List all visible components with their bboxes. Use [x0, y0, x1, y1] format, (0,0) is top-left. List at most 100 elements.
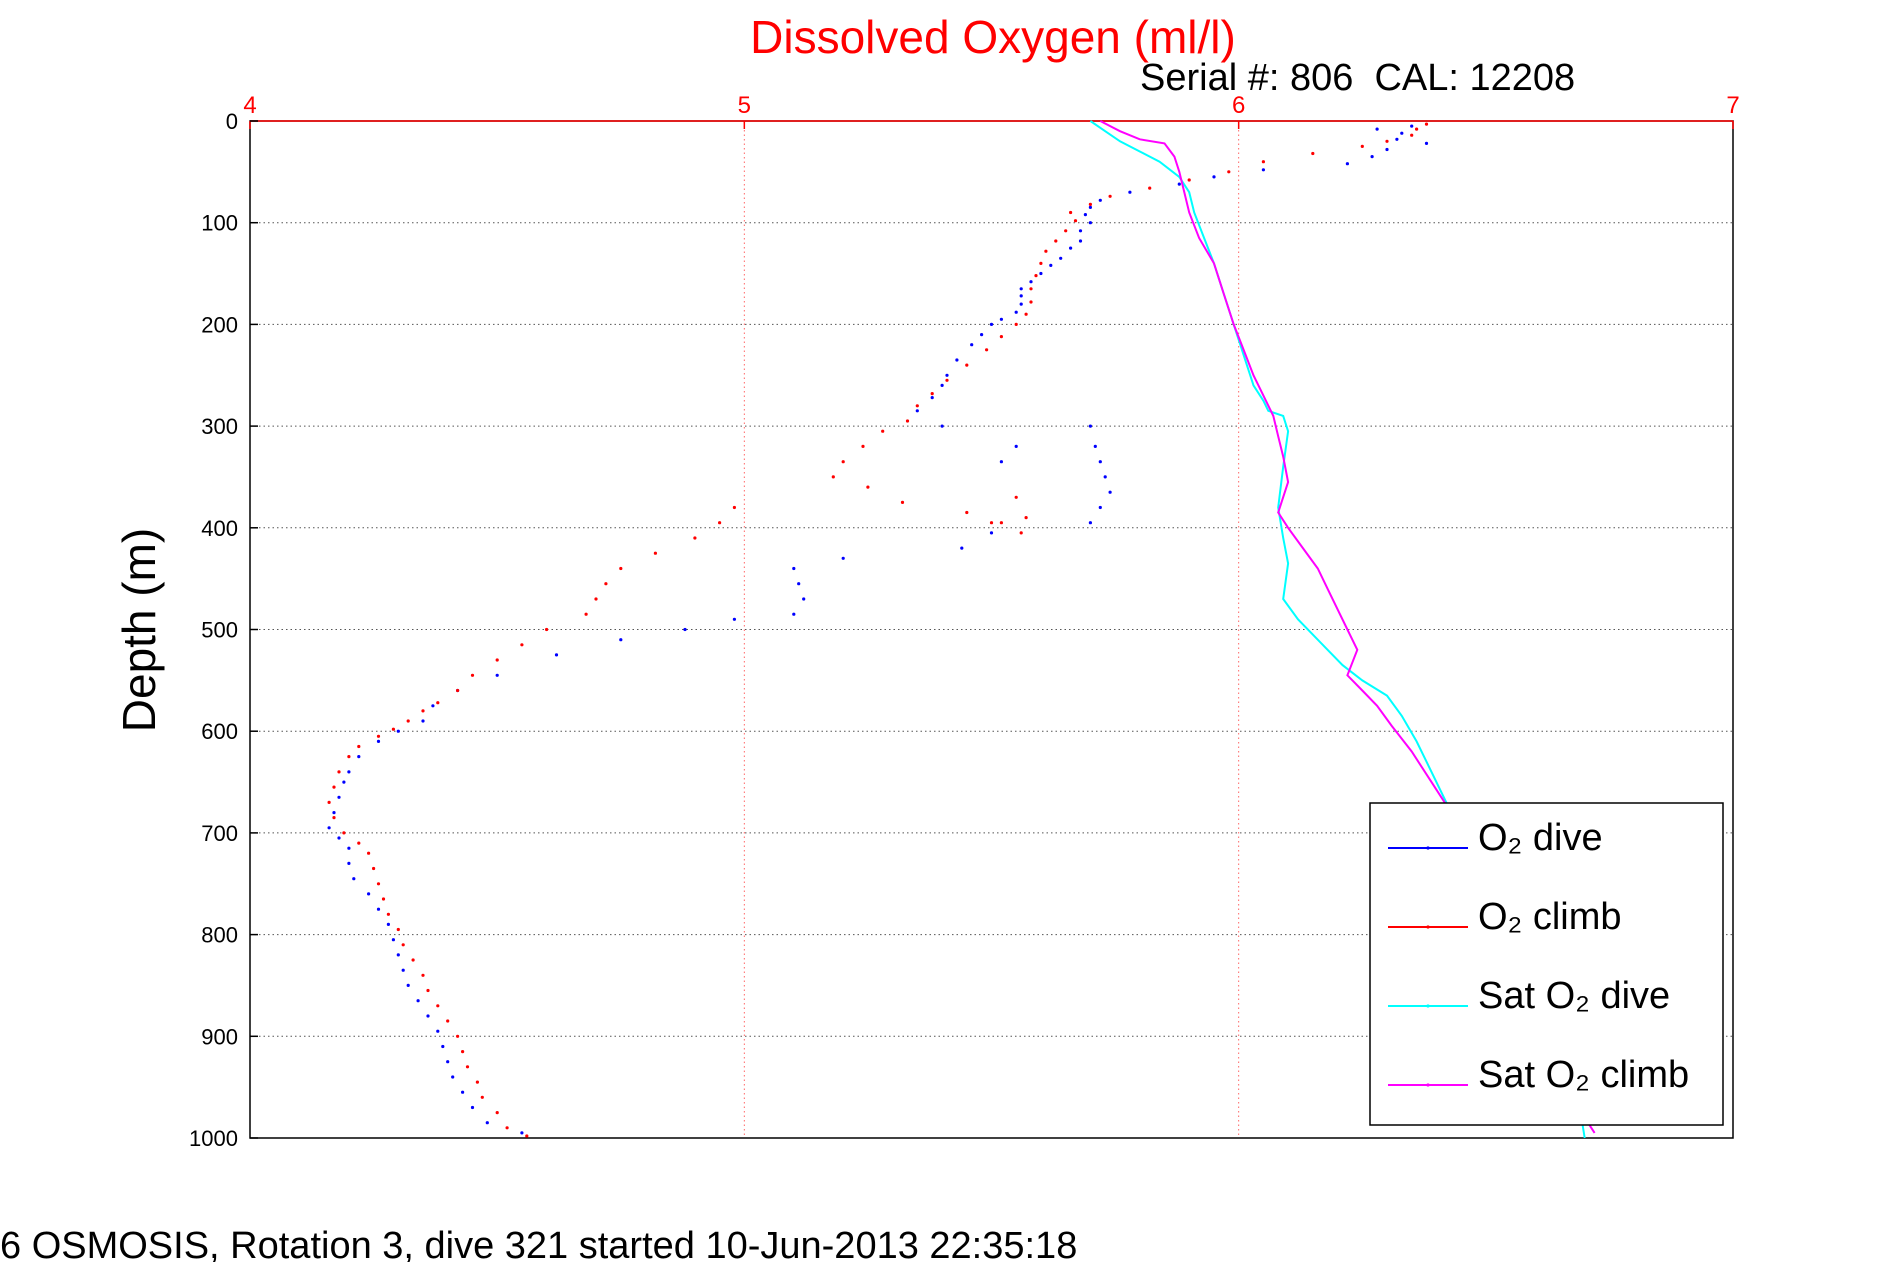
point-o2_climb-33 — [831, 475, 835, 479]
point-o2_climb-67 — [357, 841, 361, 845]
point-o2_dive-34 — [930, 396, 934, 400]
legend-label-sat_dive: Sat O₂ dive — [1478, 975, 1670, 1017]
point-o2_climb-82 — [465, 1065, 470, 1069]
point-o2_climb-54 — [456, 688, 460, 693]
point-o2_dive-13 — [1088, 205, 1092, 209]
point-o2_climb-72 — [386, 912, 390, 916]
point-o2_climb-50 — [545, 627, 549, 632]
point-o2_dive-23 — [1019, 287, 1023, 291]
x-axis-ticks: 4 5 6 7 — [243, 92, 1740, 129]
point-o2_climb-84 — [480, 1095, 484, 1099]
point-o2_climb-37 — [999, 521, 1004, 525]
point-o2_climb-66 — [342, 831, 346, 835]
point-o2_dive-54 — [683, 627, 687, 632]
point-o2_dive-89 — [520, 1131, 524, 1135]
point-o2_dive-31 — [955, 358, 959, 362]
point-o2_climb-35 — [900, 500, 905, 504]
point-o2_climb-64 — [327, 800, 331, 805]
point-o2_dive-17 — [1078, 239, 1083, 243]
point-o2_dive-69 — [337, 836, 341, 840]
legend-marker-sat_dive — [1426, 1004, 1430, 1008]
y-tick-label-6: 600 — [201, 719, 238, 744]
point-o2_dive-46 — [989, 531, 994, 535]
point-o2_dive-26 — [1014, 310, 1018, 314]
point-o2_climb-31 — [861, 444, 865, 448]
point-o2_dive-43 — [1108, 490, 1112, 494]
point-o2_dive-33 — [940, 383, 944, 387]
series-o2_climb — [327, 122, 1429, 1138]
y-tick-label-2: 200 — [201, 312, 238, 337]
point-o2_dive-67 — [332, 811, 336, 815]
point-o2_climb-63 — [332, 785, 336, 789]
point-o2_climb-5 — [1311, 151, 1315, 156]
legend-label-o2_dive: O₂ dive — [1478, 817, 1603, 859]
point-o2_dive-57 — [495, 673, 499, 677]
point-o2_dive-70 — [347, 846, 351, 850]
point-o2_dive-73 — [367, 892, 371, 896]
point-o2_climb-73 — [396, 927, 400, 932]
point-o2_climb-27 — [930, 392, 934, 396]
point-o2_dive-49 — [792, 566, 796, 571]
point-o2_dive-27 — [999, 317, 1004, 321]
point-o2_climb-47 — [604, 582, 608, 586]
legend-marker-o2_climb — [1426, 925, 1430, 929]
point-o2_dive-19 — [1059, 256, 1063, 260]
point-o2_climb-71 — [381, 897, 386, 901]
point-o2_dive-86 — [461, 1090, 465, 1094]
point-o2_dive-60 — [421, 719, 425, 723]
chart-subtitle: Serial #: 806 CAL: 12208 — [1140, 57, 1575, 99]
point-o2_climb-6 — [1261, 160, 1265, 164]
point-o2_dive-75 — [386, 922, 390, 927]
y-axis-label: Depth (m) — [113, 528, 165, 732]
x-tick-label-0: 4 — [243, 92, 256, 119]
point-o2_dive-85 — [451, 1075, 455, 1079]
point-o2_climb-16 — [1044, 249, 1048, 253]
point-o2_climb-41 — [989, 521, 994, 525]
point-o2_climb-62 — [337, 770, 341, 774]
point-o2_dive-52 — [792, 612, 796, 616]
point-o2_dive-82 — [436, 1029, 440, 1033]
point-o2_dive-65 — [342, 780, 346, 784]
series-o2_dive — [327, 124, 1429, 1135]
point-o2_dive-84 — [446, 1060, 450, 1064]
point-o2_dive-7 — [1345, 162, 1349, 166]
point-o2_climb-9 — [1148, 186, 1152, 190]
point-o2_climb-70 — [376, 882, 381, 886]
point-o2_climb-39 — [1024, 516, 1028, 520]
point-o2_dive-88 — [485, 1121, 489, 1125]
point-o2_dive-68 — [327, 826, 331, 830]
y-tick-label-10: 1000 — [189, 1126, 238, 1151]
point-o2_dive-83 — [441, 1044, 445, 1049]
point-o2_climb-60 — [357, 744, 361, 749]
point-o2_climb-58 — [391, 727, 395, 731]
point-o2_dive-35 — [915, 409, 919, 413]
point-o2_climb-45 — [653, 551, 658, 555]
point-o2_climb-78 — [436, 1004, 440, 1008]
point-o2_dive-87 — [470, 1105, 475, 1110]
point-o2_climb-36 — [965, 510, 969, 515]
point-o2_dive-77 — [396, 953, 400, 957]
point-o2_climb-12 — [1069, 210, 1073, 215]
y-tick-label-3: 300 — [201, 414, 238, 439]
point-o2_climb-23 — [999, 335, 1004, 339]
point-o2_dive-42 — [1103, 475, 1107, 479]
legend-label-sat_climb: Sat O₂ climb — [1478, 1054, 1689, 1096]
point-o2_climb-40 — [1019, 531, 1023, 535]
x-tick-label-1: 5 — [738, 92, 751, 119]
point-o2_climb-76 — [421, 973, 425, 977]
point-o2_dive-3 — [1395, 137, 1399, 141]
point-o2_dive-20 — [1049, 263, 1053, 267]
point-o2_dive-76 — [391, 938, 395, 942]
point-o2_dive-51 — [802, 597, 806, 601]
y-tick-label-7: 700 — [201, 821, 238, 846]
point-o2_dive-11 — [1128, 190, 1132, 194]
legend: O₂ dive O₂ climb Sat O₂ dive Sat O₂ climb — [1369, 802, 1724, 1126]
point-o2_climb-86 — [505, 1126, 509, 1130]
point-o2_climb-43 — [718, 521, 722, 525]
point-o2_dive-59 — [431, 704, 435, 708]
point-o2_climb-1 — [1415, 127, 1419, 131]
point-o2_dive-15 — [1088, 221, 1092, 225]
point-o2_climb-75 — [411, 958, 415, 962]
point-o2_climb-38 — [1014, 495, 1018, 499]
point-o2_dive-30 — [970, 343, 974, 347]
